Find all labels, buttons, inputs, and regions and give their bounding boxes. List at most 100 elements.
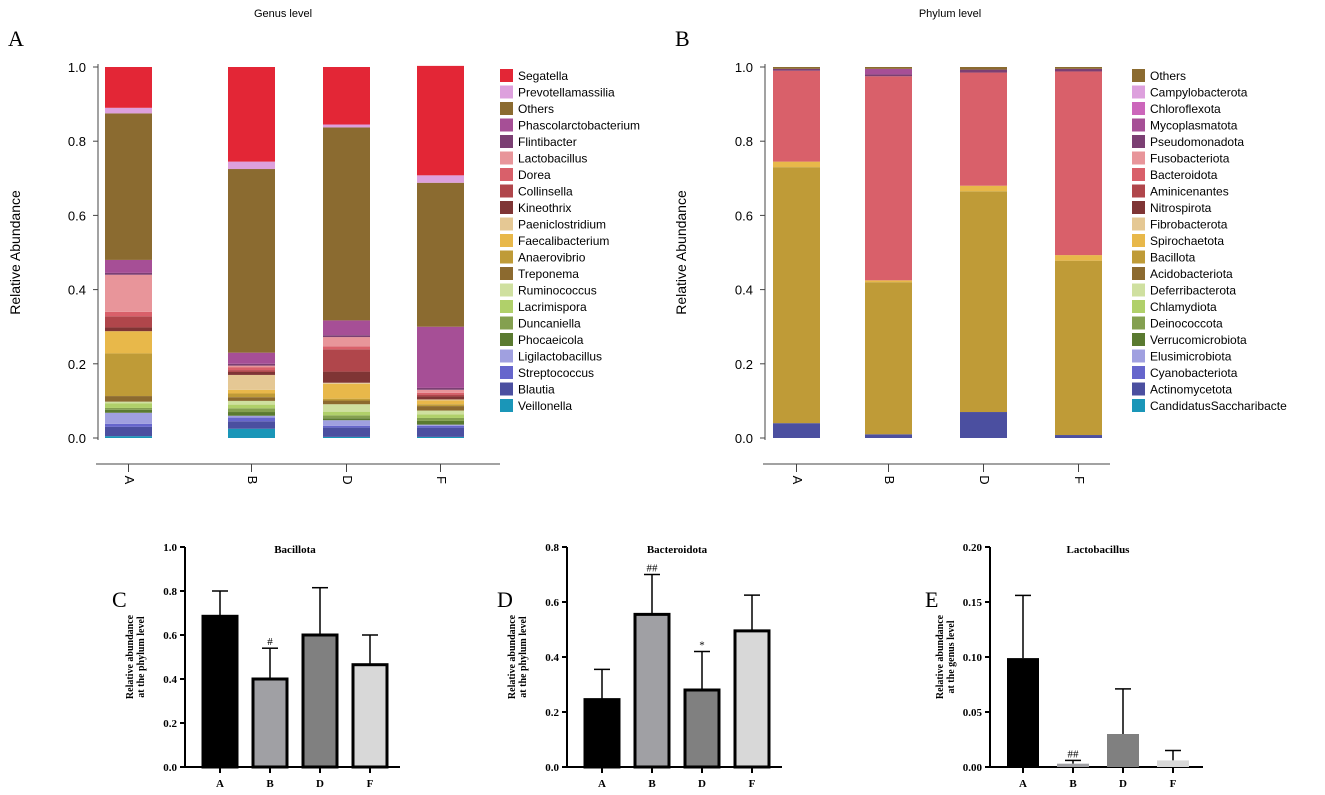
legend-label: Others: [1150, 69, 1186, 83]
legend-swatch: [1132, 234, 1145, 247]
panel-b: B Phylum level Relative Abundance 0.0 0.2 0.4…: [673, 8, 1287, 485]
panel-letter: B: [675, 26, 690, 51]
bar-segment-others: [865, 67, 912, 69]
bar-segment-treponema: [417, 406, 464, 411]
legend-label: Spirochaetota: [1150, 234, 1224, 248]
y-tick-label: 0.10: [963, 652, 983, 664]
legend-label: Elusimicrobiota: [1150, 350, 1232, 364]
legend-label: Mycoplasmatota: [1150, 119, 1238, 133]
y-tick-label: 0.4: [545, 652, 559, 664]
x-tick-label: A: [1019, 778, 1027, 790]
legend-swatch: [500, 333, 513, 346]
bar-segment-dorea: [417, 392, 464, 395]
legend-swatch: [1132, 399, 1145, 412]
y-tick-label: 0.0: [545, 762, 559, 774]
y-tick-label: 1.0: [735, 60, 753, 75]
bar-segment-lacrimispora: [417, 414, 464, 418]
bar-segment-others: [323, 127, 370, 321]
x-tick-label: D: [1119, 778, 1127, 790]
y-tick-label: 0.6: [68, 208, 86, 223]
bar-segment-anaerovibrio: [228, 393, 275, 398]
legend-swatch: [1132, 201, 1145, 214]
legend-swatch: [1132, 250, 1145, 264]
legend-swatch: [500, 118, 513, 132]
legend-swatch: [1132, 118, 1145, 132]
legend-label: Deinococcota: [1150, 317, 1223, 331]
x-tick-label: F: [434, 476, 449, 484]
panel-a: A Genus level Relative Abundance 0.0 0.2 0.4 0…: [7, 8, 640, 485]
bar-segment-others: [1055, 67, 1102, 69]
bar-segment-segatella: [105, 67, 152, 108]
bar-segment-duncaniella: [105, 407, 152, 410]
bar-segment-ligilactobacillus: [105, 412, 152, 424]
bar-d: [683, 688, 721, 769]
y-tick-label: 0.6: [735, 208, 753, 223]
legend-swatch: [500, 135, 513, 148]
significance-marker: #: [267, 636, 273, 648]
legend-label: Segatella: [518, 69, 568, 83]
bar-b: [1057, 763, 1089, 767]
y-tick-label: 0.2: [545, 707, 559, 719]
bar-segment-phocaeicola: [228, 412, 275, 416]
legend-label: Dorea: [518, 168, 551, 182]
bar-segment-dorea: [323, 346, 370, 350]
bar-segment-paeniclostridium: [323, 382, 370, 384]
bar-segment-streptococcus: [228, 417, 275, 422]
legend-swatch: [500, 250, 513, 264]
panel-letter: C: [112, 587, 127, 612]
chart-title: Genus level: [254, 8, 312, 20]
bar-segment-ligilactobacillus: [417, 424, 464, 426]
x-tick-label: A: [216, 778, 224, 790]
legend-label: Actinomycetota: [1150, 383, 1232, 397]
legend-label: Faecalibacterium: [518, 234, 609, 248]
legend-label: Verrucomicrobiota: [1150, 333, 1247, 347]
y-tick-label: 0.6: [545, 597, 559, 609]
bar-d: [301, 633, 339, 769]
bar-segment-lactobacillus: [417, 389, 464, 393]
bar-segment-actinomycetota: [1055, 435, 1102, 438]
legend-swatch: [1132, 151, 1145, 165]
legend-label: Streptococcus: [518, 366, 594, 380]
legend-label: Fibrobacterota: [1150, 218, 1228, 232]
legend-label: Aminicenantes: [1150, 185, 1229, 199]
y-axis-label: Relative abundance: [507, 614, 518, 699]
y-tick-label: 0.20: [963, 542, 983, 554]
bar-segment-prevotellamassilia: [323, 124, 370, 128]
bar-segment-lacrimispora: [323, 411, 370, 416]
legend-swatch: [500, 399, 513, 412]
x-tick-label: B: [882, 476, 897, 485]
panel-e: E Lactobacillus Relative abundance at the g…: [925, 542, 1203, 790]
legend-label: Chlamydiota: [1150, 300, 1217, 314]
legend-swatch: [1132, 267, 1145, 280]
x-tick-label: F: [1072, 476, 1087, 484]
bar-segment-pseudomonadota: [773, 68, 820, 71]
bar-segment-streptococcus: [417, 425, 464, 428]
bar-f: [1157, 760, 1189, 767]
bar-segment-pseudomonadota: [1055, 68, 1102, 72]
y-tick-label: 0.0: [163, 762, 177, 774]
bar-segment-lactobacillus: [228, 365, 275, 368]
bar-segment-prevotellamassilia: [417, 175, 464, 183]
legend-label: Treponema: [518, 267, 579, 281]
y-tick-label: 0.05: [963, 707, 983, 719]
bar-segment-blautia: [228, 421, 275, 429]
y-tick-label: 0.2: [163, 718, 177, 730]
chart-title: Phylum level: [919, 8, 981, 20]
bar-segment-others: [105, 113, 152, 260]
bar-b: [633, 612, 671, 769]
bar-segment-dorea: [228, 367, 275, 371]
y-tick-label: 0.2: [735, 357, 753, 372]
y-tick-label: 1.0: [163, 542, 177, 554]
y-axis-label: at the phylum level: [136, 616, 147, 698]
legend-label: Campylobacterota: [1150, 86, 1248, 100]
x-tick-label: D: [698, 778, 706, 790]
bar-segment-ligilactobacillus: [323, 420, 370, 426]
bar-a: [1007, 658, 1039, 767]
legend-swatch: [500, 316, 513, 330]
legend-label: Ruminococcus: [518, 284, 597, 298]
y-tick-label: 0.0: [735, 431, 753, 446]
legend-swatch: [500, 168, 513, 181]
legend-label: Collinsella: [518, 185, 573, 199]
legend-swatch: [1132, 349, 1145, 363]
bar-segment-veillonella: [417, 436, 464, 438]
